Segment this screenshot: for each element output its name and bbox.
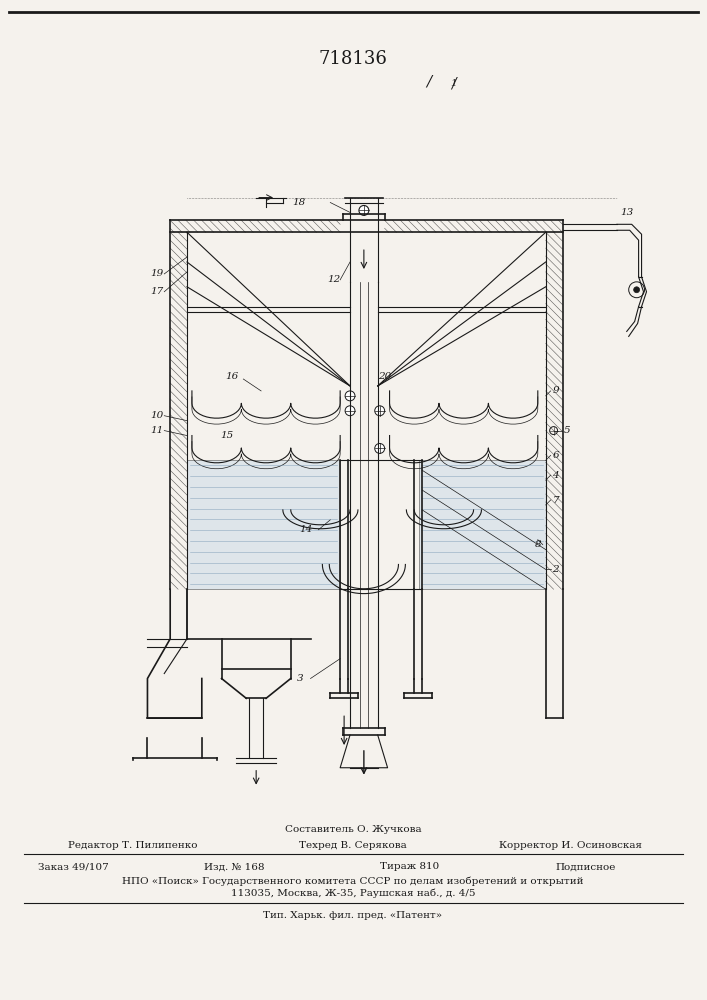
Bar [419,460,546,589]
Circle shape [633,287,640,293]
Text: 2: 2 [552,565,559,574]
Text: 12: 12 [327,275,341,284]
Text: /: / [426,75,432,89]
Text: 3: 3 [298,674,304,683]
Text: 17: 17 [151,287,164,296]
Text: 113035, Москва, Ж-35, Раушская наб., д. 4/5: 113035, Москва, Ж-35, Раушская наб., д. … [230,889,475,898]
Text: НПО «Поиск» Государственного комитета СССР по делам изобретений и открытий: НПО «Поиск» Государственного комитета СС… [122,876,584,886]
Circle shape [345,391,355,401]
Text: 1: 1 [450,79,457,88]
Bar [187,460,340,589]
Circle shape [375,406,385,416]
Circle shape [359,205,369,215]
Text: 10: 10 [151,411,164,420]
Text: 718136: 718136 [319,50,387,68]
Text: 7: 7 [552,496,559,505]
Text: 13: 13 [620,208,633,217]
Text: /: / [452,77,456,91]
Text: 8: 8 [534,540,541,549]
Text: 16: 16 [225,372,238,381]
Text: 14: 14 [299,525,312,534]
Text: Подписное: Подписное [555,862,615,871]
Text: 15: 15 [220,431,233,440]
Text: Редактор Т. Пилипенко: Редактор Т. Пилипенко [68,841,197,850]
Text: Тип. Харьк. фил. пред. «Патент»: Тип. Харьк. фил. пред. «Патент» [264,911,443,920]
Text: Составитель О. Жучкова: Составитель О. Жучкова [285,825,421,834]
Text: 4: 4 [552,471,559,480]
Text: 6: 6 [552,451,559,460]
Circle shape [375,443,385,453]
Text: Техред В. Серякова: Техред В. Серякова [299,841,407,850]
Text: 11: 11 [151,426,164,435]
Text: 5: 5 [564,426,571,435]
Circle shape [345,406,355,416]
Text: Корректор И. Осиновская: Корректор И. Осиновская [499,841,642,850]
Text: Изд. № 168: Изд. № 168 [204,862,264,871]
Text: 20: 20 [378,372,391,381]
Text: 19: 19 [151,269,164,278]
Text: 18: 18 [292,198,305,207]
Text: Тираж 810: Тираж 810 [380,862,439,871]
Text: 9: 9 [552,386,559,395]
Text: Заказ 49/107: Заказ 49/107 [38,862,109,871]
